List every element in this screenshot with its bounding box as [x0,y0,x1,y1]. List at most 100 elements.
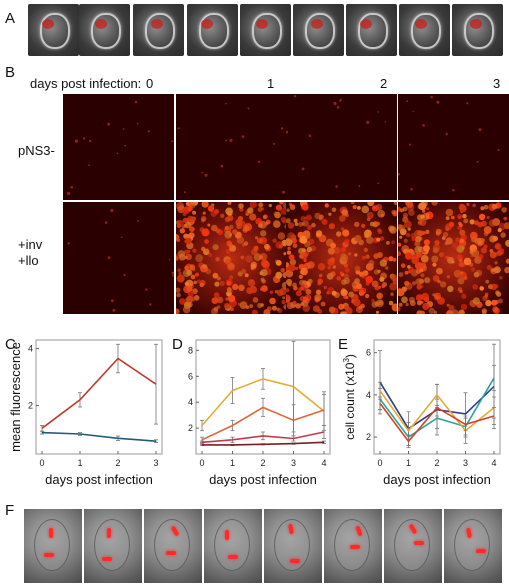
x-tick-label: 2 [260,458,265,468]
fluorescence-tile [63,94,174,200]
fluorescence-tile [398,94,509,200]
y-tick-label: 2 [366,432,371,442]
x-tick-label: 3 [291,458,296,468]
series-line-1 [41,431,157,442]
timelapse-frame-f [444,509,502,583]
bacteria-signal [201,19,213,29]
x-axis-label: days post infection [383,472,491,487]
bacteria-signal [166,551,176,555]
bacteria-signal [44,553,54,557]
series-line-2 [201,431,325,444]
y-tick-label: 4 [366,390,371,400]
bacteria-signal [470,19,482,29]
timelapse-frame-f [84,509,142,583]
timelapse-frame-a [28,4,79,56]
y-tick-label: 2 [188,423,193,433]
chart-e-cell-count: 0 1 2 3 4 2 4 6 days post infection cell count (x… [342,339,501,487]
timelapse-frame-f [264,509,322,583]
series-line-1 [201,406,325,441]
row-label-llo: +llo [18,253,39,268]
series-line-0 [201,378,325,427]
cell-outline [411,13,441,49]
bacteria-signal [151,19,163,29]
cell-outline [305,13,335,49]
bacteria-signal [476,549,486,553]
chart-d-fluorescence: 0 1 2 3 4 2 4 6 8 days post infection [188,339,331,487]
series-line-0 [41,357,157,429]
cell-outline [91,13,121,49]
bacteria-signal [290,559,300,563]
cell-outline [40,13,70,49]
timelapse-frame-a [133,4,184,56]
plot-frame [35,339,163,455]
cell-outline [464,13,494,49]
timelapse-frame-f [144,509,202,583]
x-tick-label: 0 [377,458,382,468]
panel-label-c: C [5,336,16,353]
bacteria-signal [350,545,360,549]
timelapse-frame-a [79,4,130,56]
x-tick-label: 4 [491,458,496,468]
x-axis-label: days post infection [209,472,317,487]
cell-outline [252,13,282,49]
panel-label-b: B [5,64,16,81]
bacteria-signal [414,541,424,545]
day-label-3: 3 [493,76,501,91]
bacteria-signal [360,19,372,29]
x-tick-label: 2 [434,458,439,468]
row-label-pns3: pNS3- [18,143,55,158]
timelapse-frame-a [399,4,450,56]
cell-outline [34,519,70,571]
cell-outline [454,519,490,571]
bacteria-signal [107,528,111,538]
x-axis-label: days post infection [45,472,153,487]
fluorescence-tile [176,202,287,314]
fluorescence-tile [286,94,397,200]
x-tick-label: 4 [321,458,326,468]
y-tick-label: 2 [28,401,33,411]
row-label-inv: +inv [18,237,43,252]
bacteria-signal [225,530,229,540]
panel-label-f: F [5,502,15,519]
cell-outline [358,13,388,49]
timelapse-frame-a [293,4,344,56]
y-tick-label: 6 [188,371,193,381]
timelapse-frame-a [346,4,397,56]
cell-outline [214,519,250,571]
fluorescence-tile [398,202,509,314]
x-tick-label: 3 [463,458,468,468]
cell-outline [94,519,130,571]
series-line-1 [379,377,495,439]
timelapse-frame-a [240,4,291,56]
cell-outline [199,13,229,49]
timelapse-frame-a [187,4,238,56]
fluorescence-tile [63,202,174,314]
x-tick-label: 0 [199,458,204,468]
panel-label-d: D [172,336,183,353]
bacteria-signal [311,19,323,29]
fluorescence-tile [176,94,287,200]
series-line-3 [379,402,495,443]
y-tick-label: 4 [28,344,33,354]
days-post-infection-header: days post infection: [30,76,142,91]
bacteria-signal [95,19,107,29]
bacteria-signal [42,19,54,29]
series-line-3 [202,441,325,446]
cell-outline [145,13,175,49]
fluorescence-tile [286,202,397,314]
day-label-0: 0 [146,76,154,91]
y-axis-label: mean fluorescence [8,342,23,452]
x-tick-label: 1 [230,458,235,468]
y-tick-label: 4 [188,397,193,407]
x-tick-label: 0 [39,458,44,468]
x-tick-label: 2 [115,458,120,468]
series-line-2 [379,390,495,433]
timelapse-frame-f [204,509,262,583]
bacteria-signal [256,19,268,29]
timelapse-frame-f [24,509,82,583]
day-label-2: 2 [380,76,388,91]
bacteria-signal [228,555,238,559]
timelapse-frame-f [324,509,382,583]
chart-c-mean-fluorescence: 0 1 2 3 2 4 days post infection mean fluorescen… [8,339,163,487]
y-tick-label: 8 [188,345,193,355]
